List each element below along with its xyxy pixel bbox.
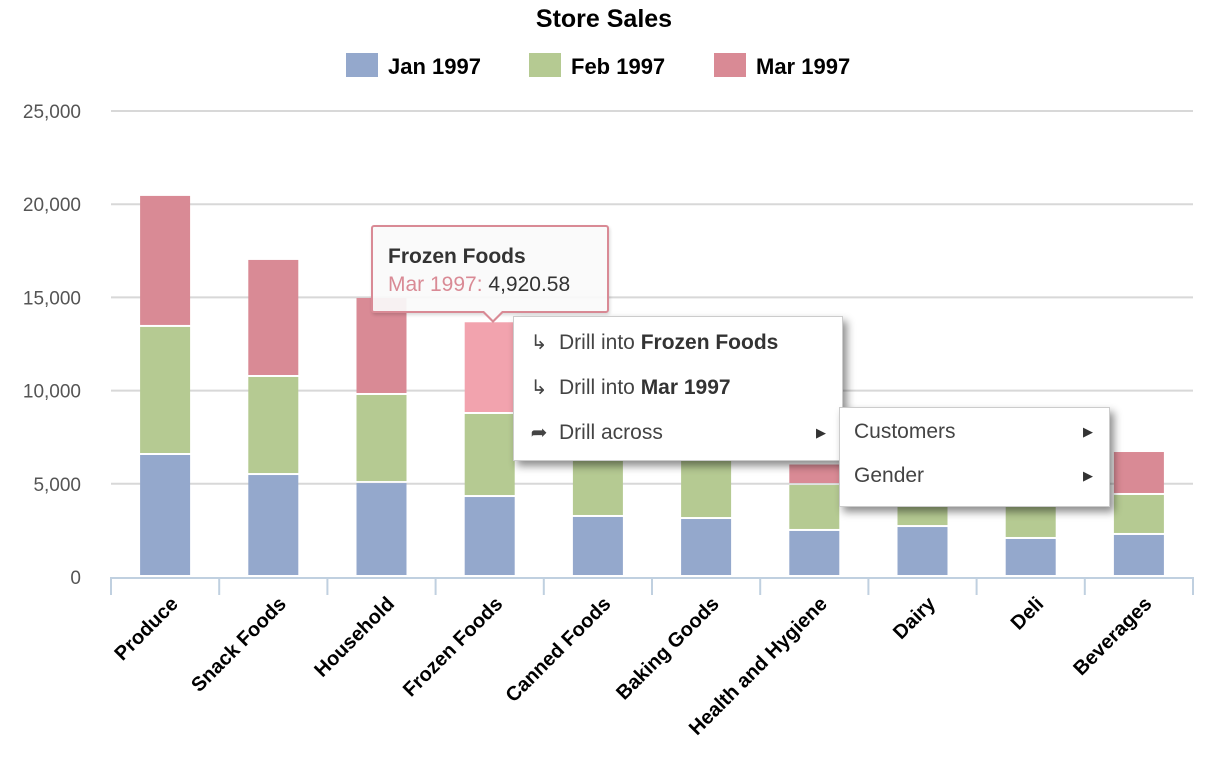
- y-axis: 0 5,000 10,000 15,000 20,000 25,000: [23, 102, 81, 589]
- x-tick-label: Deli: [1007, 593, 1048, 634]
- legend-item[interactable]: Jan 1997: [346, 53, 481, 79]
- tooltip-series-label: Mar 1997:: [388, 273, 483, 296]
- x-tick-label: Beverages: [1069, 593, 1156, 680]
- bar-segment[interactable]: [356, 394, 407, 482]
- legend-swatch: [346, 53, 378, 77]
- legend-item[interactable]: Mar 1997: [714, 53, 850, 79]
- menu-item-drill-into-series[interactable]: ↳ Drill into Mar 1997: [514, 368, 842, 413]
- bar-segment[interactable]: [248, 259, 299, 375]
- legend-swatch: [529, 53, 561, 77]
- tooltip: Frozen Foods Mar 1997: 4,920.58: [371, 225, 609, 323]
- bar-segment[interactable]: [356, 483, 407, 575]
- bar-segment[interactable]: [789, 530, 840, 575]
- bar-segment[interactable]: [1005, 538, 1056, 575]
- drill-down-icon: ↳: [530, 377, 548, 399]
- bar-segment[interactable]: [897, 527, 948, 575]
- y-tick-label: 10,000: [23, 382, 81, 403]
- x-tick-label: Canned Foods: [502, 593, 616, 707]
- bar-segment[interactable]: [464, 497, 515, 575]
- tooltip-value: 4,920.58: [488, 273, 571, 296]
- tooltip-value-line: Mar 1997: 4,920.58: [388, 271, 607, 299]
- bar-segment[interactable]: [1113, 534, 1164, 575]
- bar-segment[interactable]: [789, 464, 840, 484]
- y-tick-label: 15,000: [23, 288, 81, 309]
- legend-label: Mar 1997: [756, 54, 850, 79]
- legend-label: Feb 1997: [571, 54, 665, 79]
- y-tick-label: 5,000: [33, 475, 81, 496]
- bar-segment[interactable]: [140, 455, 191, 575]
- drill-across-submenu: Customers ▶ Gender ▶: [839, 407, 1110, 507]
- context-menu: ↳ Drill into Frozen Foods ↳ Drill into M…: [513, 316, 843, 461]
- x-tick-label: Dairy: [889, 592, 941, 644]
- bar-segment[interactable]: [140, 326, 191, 454]
- submenu-item-customers[interactable]: Customers ▶: [840, 412, 1109, 456]
- bar-segment[interactable]: [572, 516, 623, 575]
- x-tick-label: Produce: [110, 593, 182, 665]
- x-axis: Produce Snack Foods Household Frozen FoodsC…: [110, 577, 1194, 740]
- caret-right-icon: ▶: [1083, 468, 1093, 483]
- bar-segment[interactable]: [789, 485, 840, 529]
- bar-segment[interactable]: [681, 519, 732, 575]
- legend: Jan 1997 Feb 1997 Mar 1997: [346, 53, 850, 79]
- bar-segment[interactable]: [248, 376, 299, 474]
- caret-right-icon: ▶: [816, 425, 826, 440]
- y-tick-label: 20,000: [23, 195, 81, 216]
- y-tick-label: 0: [70, 568, 81, 589]
- x-tick-label: Household: [310, 593, 399, 682]
- x-tick-label: Baking Goods: [612, 593, 723, 704]
- legend-item[interactable]: Feb 1997: [529, 53, 665, 79]
- y-tick-label: 25,000: [23, 102, 81, 123]
- bar-segment[interactable]: [464, 322, 515, 412]
- legend-swatch: [714, 53, 746, 77]
- bar-segment[interactable]: [140, 195, 191, 325]
- x-tick-label: Frozen Foods: [399, 593, 507, 701]
- bar-segment[interactable]: [464, 413, 515, 496]
- menu-item-drill-across[interactable]: ➦ Drill across ▶: [514, 413, 842, 458]
- bar-segment[interactable]: [681, 457, 732, 518]
- x-tick-label: Snack Foods: [187, 593, 291, 697]
- bar-segment[interactable]: [248, 475, 299, 575]
- bar-segment[interactable]: [356, 297, 407, 393]
- menu-item-drill-into-category[interactable]: ↳ Drill into Frozen Foods: [514, 323, 842, 368]
- tooltip-title: Frozen Foods: [388, 245, 526, 268]
- drill-down-icon: ↳: [530, 332, 548, 354]
- bar-segment[interactable]: [1113, 452, 1164, 493]
- chart-title: Store Sales: [536, 5, 672, 33]
- submenu-item-gender[interactable]: Gender ▶: [840, 456, 1109, 500]
- legend-label: Jan 1997: [388, 54, 481, 79]
- caret-right-icon: ▶: [1083, 424, 1093, 439]
- bar-segment[interactable]: [572, 453, 623, 515]
- share-arrow-icon: ➦: [530, 422, 548, 444]
- bars: [140, 195, 1164, 575]
- bar-segment[interactable]: [1113, 494, 1164, 533]
